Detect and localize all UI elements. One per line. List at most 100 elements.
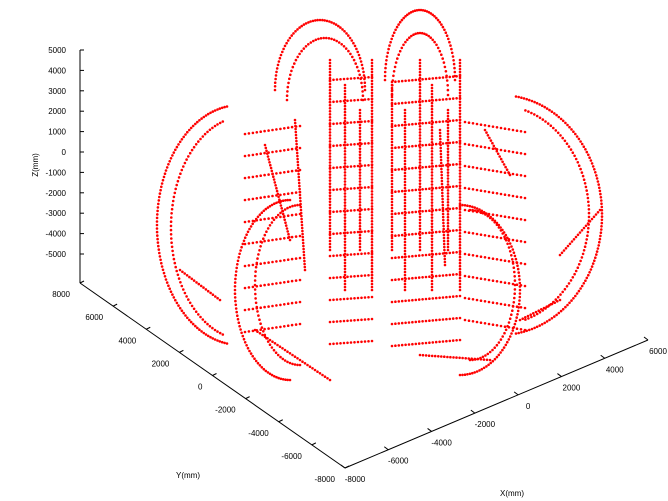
scan-point xyxy=(294,133,298,137)
scan-point xyxy=(598,208,602,212)
scan-point xyxy=(414,298,418,302)
scan-point xyxy=(390,234,394,238)
scan-point xyxy=(499,192,503,196)
scan-point xyxy=(434,274,438,278)
scan-point xyxy=(519,306,523,309)
scan-point xyxy=(417,8,421,12)
scan-point xyxy=(573,154,576,158)
scan-point xyxy=(162,271,166,275)
scan-point xyxy=(566,303,569,307)
scan-point xyxy=(328,188,332,192)
scan-point xyxy=(264,146,268,150)
scan-point xyxy=(360,142,363,146)
scan-point xyxy=(343,131,347,135)
scan-point xyxy=(445,295,448,299)
scan-point xyxy=(295,142,298,146)
scan-point xyxy=(475,122,479,126)
scan-point xyxy=(471,371,474,375)
scan-point xyxy=(491,301,495,305)
scan-point xyxy=(339,122,342,125)
scan-point xyxy=(263,233,267,237)
scan-point xyxy=(403,219,407,223)
scan-point xyxy=(430,147,434,150)
scan-point xyxy=(574,235,578,239)
scan-point xyxy=(155,223,159,227)
scan-point xyxy=(287,81,290,85)
scan-point xyxy=(297,175,301,179)
scan-point xyxy=(370,119,374,123)
scan-point xyxy=(523,130,527,134)
z-tick-label: 3000 xyxy=(48,87,66,96)
scan-point xyxy=(172,257,176,261)
scan-point xyxy=(424,319,428,323)
scan-point xyxy=(311,367,314,370)
scan-point xyxy=(394,102,397,105)
scan-point xyxy=(257,253,260,256)
scan-point xyxy=(202,286,205,289)
scan-point xyxy=(550,110,554,113)
scan-point xyxy=(343,279,347,283)
scan-point xyxy=(495,280,499,283)
scan-point xyxy=(328,191,332,194)
scan-point xyxy=(390,98,394,102)
scan-point xyxy=(430,150,434,153)
scan-point xyxy=(192,145,196,149)
scan-point xyxy=(343,162,347,165)
scan-point xyxy=(421,320,424,323)
scan-point xyxy=(412,33,415,36)
scan-point xyxy=(370,112,374,116)
scan-point xyxy=(458,234,462,238)
scan-point xyxy=(521,317,524,321)
scan-point xyxy=(583,182,587,185)
scan-point xyxy=(394,28,397,32)
scan-point xyxy=(290,279,294,283)
scan-point xyxy=(510,245,513,248)
scan-point xyxy=(180,284,184,288)
scan-point xyxy=(478,369,481,372)
scan-point xyxy=(390,200,394,204)
scan-point xyxy=(282,215,286,219)
scan-point xyxy=(156,237,159,241)
scan-point xyxy=(288,198,292,202)
scan-point xyxy=(599,231,603,234)
scan-point xyxy=(403,195,407,199)
scan-point xyxy=(411,144,414,148)
scan-point xyxy=(328,239,332,243)
scan-point xyxy=(438,98,441,102)
scan-point xyxy=(431,341,435,344)
scan-point xyxy=(417,78,421,81)
scan-point xyxy=(363,186,367,189)
scan-point xyxy=(370,103,374,107)
scan-point xyxy=(218,340,222,343)
scan-point xyxy=(420,31,424,35)
scan-point xyxy=(387,47,390,51)
scan-point xyxy=(172,296,176,299)
scan-point xyxy=(510,254,513,257)
scan-point xyxy=(430,279,434,283)
scan-point xyxy=(487,278,491,282)
scan-point xyxy=(418,91,422,95)
scan-point xyxy=(266,340,270,343)
y-tick-mark xyxy=(79,280,85,284)
scan-point xyxy=(574,157,578,161)
scan-point xyxy=(458,74,462,78)
scan-point xyxy=(530,327,534,331)
scan-point xyxy=(304,22,308,25)
scan-point xyxy=(463,208,467,212)
scan-point xyxy=(279,211,282,215)
scan-point xyxy=(445,34,449,37)
scan-point xyxy=(358,132,362,136)
scan-point xyxy=(304,45,308,48)
scan-point xyxy=(394,344,397,348)
scan-point xyxy=(458,184,462,188)
scan-point xyxy=(357,53,361,57)
scan-point xyxy=(418,239,422,243)
scan-point xyxy=(367,120,370,123)
scan-point xyxy=(418,73,422,77)
scan-point xyxy=(370,163,374,167)
scan-point xyxy=(303,265,307,269)
scan-point xyxy=(328,224,332,228)
scan-point xyxy=(356,98,360,102)
scan-point xyxy=(352,41,355,45)
scan-point xyxy=(328,122,332,126)
